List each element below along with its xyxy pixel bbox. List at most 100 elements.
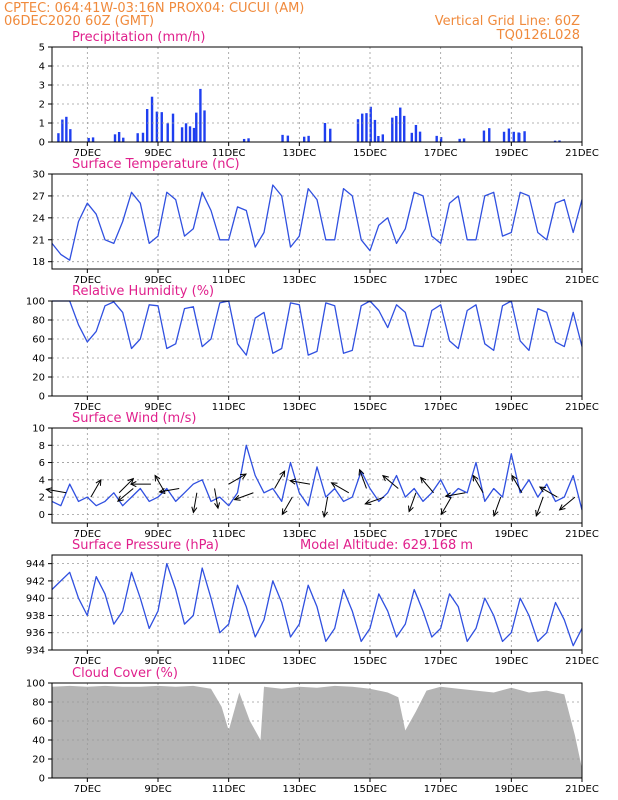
precip-bar-20 — [192, 127, 196, 142]
precip-bar-1 — [61, 119, 64, 142]
panel-5: 934 936 938 940 942 944 7DEC 9DEC 11DEC 13DEC 15DE… — [26, 538, 599, 667]
wind-arrow-26 — [535, 496, 544, 517]
plot-frame — [51, 427, 583, 524]
precip-bar-37 — [377, 136, 380, 142]
precip-bar-26 — [281, 134, 284, 142]
y-tick-label: 944 — [26, 559, 45, 570]
precip-bar-52 — [502, 131, 506, 142]
wind-arrow-8 — [214, 488, 221, 510]
precip-bar-49 — [462, 138, 466, 142]
y-tick-label: 3 — [39, 81, 45, 92]
x-tick-label: 13DEC — [282, 402, 316, 413]
y-tick-label: 4 — [39, 475, 45, 486]
precip-bar-23 — [203, 110, 206, 142]
x-tick-label: 17DEC — [424, 402, 458, 413]
plot-frame — [51, 300, 583, 397]
grid — [52, 301, 582, 396]
precip-bar-11 — [145, 109, 149, 142]
precip-bar-31 — [329, 128, 332, 142]
wind-arrow-16 — [358, 468, 367, 489]
x-tick-label: 13DEC — [282, 148, 316, 159]
x-tick-label: 19DEC — [494, 529, 528, 540]
panel-6: 0 20 40 60 80 100 7DEC 9DEC 11DEC 13DEC 15DEC 17DEC… — [26, 666, 599, 795]
precip-bar-51 — [488, 128, 491, 142]
precip-bar-41 — [399, 107, 402, 142]
wind-arrow-21 — [440, 496, 452, 516]
wind-arrow-28 — [558, 496, 576, 511]
precip-bar-14 — [160, 112, 163, 142]
precip-bar-40 — [395, 115, 398, 142]
grid — [52, 47, 582, 142]
precip-bar-5 — [91, 137, 95, 142]
precip-bar-50 — [482, 130, 486, 142]
y-tick-label: 60 — [32, 335, 45, 346]
wind-arrow-23 — [472, 474, 484, 494]
x-tick-label: 11DEC — [212, 402, 246, 413]
y-tick-label: 100 — [26, 679, 45, 690]
y-tick-label: 0 — [39, 774, 45, 785]
x-tick-label: 17DEC — [424, 275, 458, 286]
panel-title: Surface Wind (m/s) — [72, 411, 196, 426]
plot-frame — [51, 554, 583, 651]
wind-arrow-25 — [511, 474, 523, 494]
x-tick-label: 19DEC — [494, 656, 528, 667]
wind-arrow-6 — [158, 487, 180, 495]
panel-2: 18 21 24 27 30 7DEC 9DEC 11DEC 13DEC 15DEC 17DEC 19… — [32, 157, 599, 286]
wind-arrow-3 — [117, 488, 134, 503]
y-tick-label: 10 — [32, 424, 45, 435]
precip-bar-10 — [141, 132, 145, 142]
precip-bar-21 — [195, 112, 198, 142]
wind-arrow-18 — [382, 474, 399, 489]
y-tick-label: 4 — [39, 62, 45, 73]
plot-background — [52, 47, 582, 142]
wind-arrow-17 — [364, 496, 385, 505]
cloud-cover-area — [52, 685, 582, 778]
x-tick-label: 7DEC — [74, 402, 101, 413]
precip-bar-54 — [512, 131, 515, 142]
y-tick-label: 20 — [32, 755, 45, 766]
precip-bar-4 — [87, 137, 90, 142]
y-tick-label: 6 — [39, 458, 45, 469]
plot-frame — [51, 46, 583, 143]
precip-bar-22 — [199, 88, 202, 142]
x-tick-label: 9DEC — [144, 275, 171, 286]
y-tick-label: 940 — [26, 594, 45, 605]
plot-background — [52, 428, 582, 523]
wind-arrow-27 — [538, 486, 558, 498]
x-tick-label: 15DEC — [353, 402, 387, 413]
panel-1: 0 1 2 3 4 5 7DEC 9DEC 11DEC 13DEC 15DEC 17DEC 19DEC 2… — [39, 30, 599, 159]
x-tick-label: 15DEC — [353, 784, 387, 795]
precip-bar-17 — [180, 127, 184, 142]
precip-bar-36 — [373, 119, 377, 142]
precip-bar-13 — [155, 111, 159, 142]
y-tick-label: 18 — [32, 257, 45, 268]
plot-frame — [51, 173, 583, 270]
precip-bar-53 — [507, 128, 511, 142]
panel-title: Precipitation (mm/h) — [72, 30, 205, 45]
y-tick-label: 21 — [32, 235, 45, 246]
precip-bar-35 — [369, 106, 372, 142]
precip-bar-57 — [523, 131, 526, 142]
y-tick-label: 40 — [32, 354, 45, 365]
precip-bar-47 — [439, 137, 443, 142]
y-tick-label: 80 — [32, 698, 45, 709]
wind-arrow-22 — [444, 492, 466, 499]
header-run-time: 06DEC2020 60Z (GMT) — [4, 14, 155, 29]
x-tick-label: 21DEC — [565, 529, 599, 540]
precip-bar-39 — [391, 117, 394, 142]
x-tick-label: 19DEC — [494, 275, 528, 286]
precip-bar-32 — [356, 119, 360, 142]
x-tick-label: 7DEC — [74, 656, 101, 667]
precip-bar-7 — [117, 131, 121, 142]
precip-bars — [57, 88, 561, 142]
y-tick-label: 5 — [39, 43, 45, 54]
precip-bar-18 — [184, 123, 188, 142]
wind-arrow-20 — [419, 476, 434, 494]
precip-bar-58 — [553, 140, 557, 142]
panel-3: 0 20 40 60 80 100 7DEC 9DEC 11DEC 13DEC 15DEC 17DEC… — [26, 284, 599, 413]
precip-bar-45 — [418, 131, 422, 142]
y-tick-label: 30 — [32, 170, 45, 181]
wind-arrow-10 — [233, 492, 254, 501]
header-station-info: CPTEC: 064:41W-03:16N PROX04: CUCUI (AM) — [4, 1, 305, 16]
